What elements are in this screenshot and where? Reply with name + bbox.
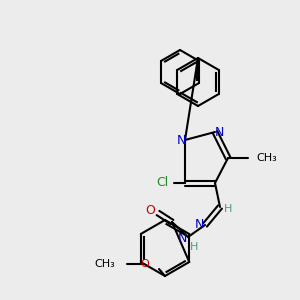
Text: Cl: Cl	[156, 176, 168, 190]
Text: N: N	[176, 134, 186, 146]
Text: H: H	[190, 242, 198, 252]
Text: N: N	[214, 125, 224, 139]
Text: O: O	[141, 259, 149, 269]
Text: CH₃: CH₃	[94, 259, 115, 269]
Text: N: N	[177, 232, 187, 245]
Text: H: H	[224, 204, 232, 214]
Text: CH₃: CH₃	[256, 153, 277, 163]
Text: N: N	[194, 218, 204, 232]
Text: O: O	[145, 205, 155, 218]
